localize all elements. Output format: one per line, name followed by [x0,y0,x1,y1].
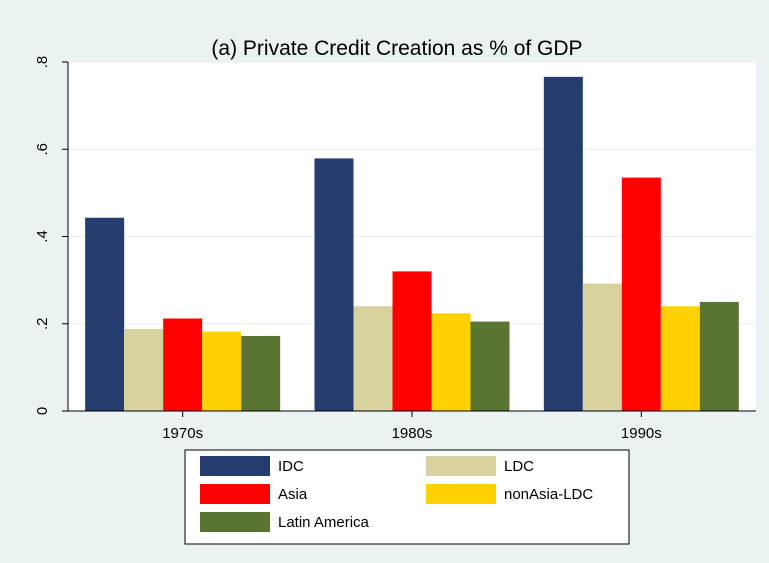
y-tick-label: 0 [34,407,51,415]
bar-marks [85,76,739,412]
bar-idc-1970s [85,217,125,411]
bar-asia-1970s [163,318,203,411]
bar-idc-1990s [543,76,583,412]
legend-swatch [426,456,496,476]
bar-latin-america-1980s [470,321,510,411]
legend-swatch [200,512,270,532]
bar-latin-america-1970s [241,335,281,411]
bar-ldc-1970s [124,328,164,411]
legend-label: nonAsia-LDC [504,486,593,503]
legend-label: Latin America [278,514,370,531]
bar-asia-1990s [621,177,661,411]
legend-swatch [200,484,270,504]
bar-nonasia-ldc-1970s [202,331,242,411]
bar-nonasia-ldc-1980s [431,313,471,411]
y-tick-label: .2 [34,317,51,330]
y-tick-label: .4 [34,230,51,243]
bar-idc-1980s [314,158,354,411]
legend: IDC LDC Asia nonAsia-LDC Latin America [184,449,630,545]
x-tick-label: 1990s [621,425,662,442]
y-tick-label: .8 [34,56,51,69]
x-tick-label: 1980s [392,425,433,442]
bar-nonasia-ldc-1990s [660,306,700,411]
chart-title: (a) Private Credit Creation as % of GDP [211,37,582,60]
legend-label: Asia [278,486,308,503]
legend-label: IDC [278,458,304,475]
legend-label: LDC [504,458,534,475]
y-tick-label: .6 [34,143,51,156]
bar-asia-1980s [392,271,432,411]
bar-ldc-1990s [582,283,622,411]
legend-swatch [426,484,496,504]
x-tick-label: 1970s [162,425,203,442]
y-axis-ticks: 0 .2 .4 .6 .8 [34,56,68,415]
bar-ldc-1980s [353,306,393,411]
legend-swatch [200,456,270,476]
bar-latin-america-1990s [699,301,739,411]
x-axis-ticks: 1970s 1980s 1990s [162,411,662,442]
